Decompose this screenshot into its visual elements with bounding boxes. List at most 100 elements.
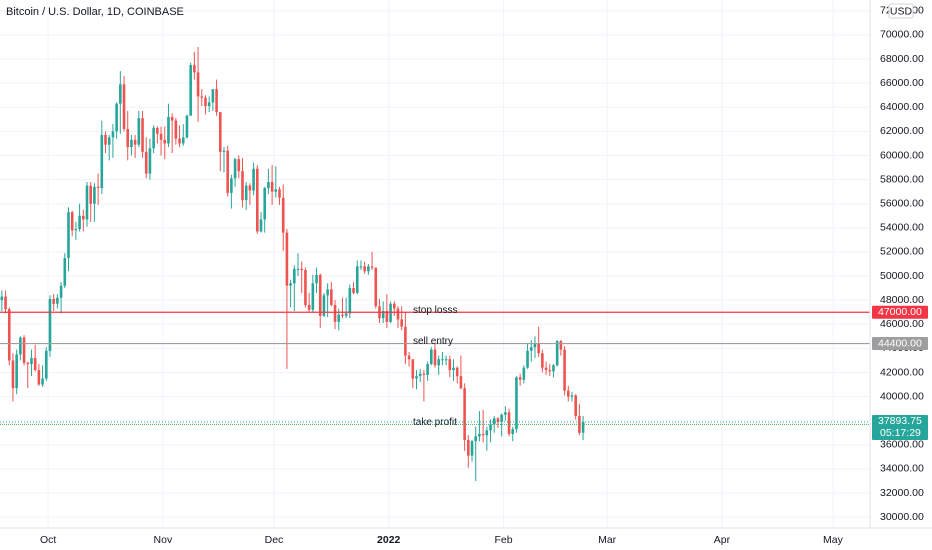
candle-body bbox=[104, 135, 107, 145]
candle-body bbox=[70, 212, 74, 231]
candle-body bbox=[330, 289, 333, 305]
candle-body bbox=[159, 133, 163, 140]
y-tick-label: 34000.00 bbox=[880, 463, 924, 475]
y-tick-label: 46000.00 bbox=[880, 318, 924, 330]
countdown: 05:17:29 bbox=[880, 427, 921, 439]
candle-body bbox=[344, 313, 348, 316]
y-tick-label: 52000.00 bbox=[880, 246, 924, 258]
candle-body bbox=[518, 377, 522, 380]
candle-body bbox=[526, 350, 529, 368]
y-tick-label: 62000.00 bbox=[880, 125, 924, 137]
candle-body bbox=[289, 283, 292, 286]
last-price-label: 37893.75 bbox=[878, 415, 922, 427]
candle-body bbox=[222, 150, 226, 152]
candle-body bbox=[33, 358, 37, 371]
y-tick-label: 60000.00 bbox=[880, 149, 924, 161]
candle-body bbox=[307, 304, 311, 310]
candle-body bbox=[374, 267, 378, 307]
candle-body bbox=[59, 285, 63, 298]
candle-body bbox=[207, 102, 211, 107]
candle-body bbox=[429, 349, 433, 365]
candle-body bbox=[15, 354, 18, 389]
chart-title: Bitcoin / U.S. Dollar, 1D, COINBASE bbox=[6, 6, 184, 18]
candle-body bbox=[315, 274, 318, 284]
candle-body bbox=[326, 289, 329, 296]
candle-body bbox=[489, 424, 492, 431]
candle-body bbox=[230, 178, 233, 193]
candle-body bbox=[267, 182, 270, 189]
candle-body bbox=[156, 127, 159, 134]
candle-body bbox=[93, 186, 96, 204]
candle-body bbox=[44, 350, 48, 379]
candle-body bbox=[122, 84, 126, 129]
candle-body bbox=[30, 358, 33, 365]
y-tick-label: 64000.00 bbox=[880, 101, 924, 113]
x-tick-label: Nov bbox=[154, 534, 173, 546]
candle-body bbox=[248, 185, 252, 191]
axis: 30000.0032000.0034000.0036000.0038000.00… bbox=[40, 3, 928, 546]
candle-body bbox=[130, 139, 133, 148]
x-tick-label: Apr bbox=[714, 534, 731, 546]
candle-body bbox=[178, 138, 181, 144]
currency-label: USD bbox=[890, 5, 913, 17]
candle-body bbox=[578, 415, 581, 433]
candle-body bbox=[441, 359, 444, 361]
candle-body bbox=[170, 116, 174, 121]
price-badge bbox=[872, 337, 928, 351]
grid bbox=[0, 0, 870, 528]
candle-body bbox=[278, 189, 281, 198]
candle-body bbox=[270, 182, 274, 192]
candle-body bbox=[437, 359, 441, 366]
candle-body bbox=[411, 359, 415, 379]
candle-body bbox=[570, 395, 574, 397]
candle-body bbox=[0, 296, 4, 301]
y-tick-label: 66000.00 bbox=[880, 77, 924, 89]
level-label: sell entry bbox=[413, 336, 453, 347]
candle-body bbox=[537, 343, 540, 354]
candle-body bbox=[422, 373, 426, 375]
candle-body bbox=[304, 270, 307, 305]
candle-body bbox=[285, 232, 289, 286]
candle-body bbox=[541, 353, 544, 368]
candle-body bbox=[511, 429, 515, 434]
candle-body bbox=[126, 128, 130, 148]
candle-body bbox=[481, 433, 485, 436]
y-tick-label: 56000.00 bbox=[880, 198, 924, 210]
x-tick-label: Dec bbox=[265, 534, 284, 546]
candle-body bbox=[333, 304, 337, 322]
candle-body bbox=[352, 288, 355, 293]
candle-body bbox=[359, 266, 363, 268]
candle-body bbox=[56, 297, 59, 304]
candle-body bbox=[4, 296, 7, 310]
candle-body bbox=[296, 268, 300, 270]
candle-body bbox=[459, 376, 463, 389]
candle-body bbox=[559, 341, 563, 350]
candle-body bbox=[255, 168, 259, 232]
candle-body bbox=[259, 219, 263, 232]
candle-body bbox=[485, 430, 489, 436]
candle-body bbox=[52, 298, 55, 304]
candle-body bbox=[263, 188, 267, 220]
candle-body bbox=[555, 341, 559, 366]
candle-body bbox=[167, 116, 170, 144]
candle-body bbox=[218, 112, 222, 152]
x-tick-label: Feb bbox=[494, 534, 512, 546]
candle-body bbox=[74, 229, 78, 231]
candle-body bbox=[322, 295, 326, 316]
candle-body bbox=[496, 418, 500, 422]
candle-body bbox=[174, 120, 178, 139]
candle-body bbox=[529, 347, 533, 351]
candle-body bbox=[367, 266, 370, 272]
candle-body bbox=[563, 349, 566, 391]
y-tick-label: 70000.00 bbox=[880, 29, 924, 41]
candle-body bbox=[181, 137, 185, 144]
candle-body bbox=[318, 274, 322, 316]
y-tick-label: 48000.00 bbox=[880, 294, 924, 306]
candle-body bbox=[337, 314, 341, 322]
y-tick-label: 42000.00 bbox=[880, 366, 924, 378]
candle-body bbox=[478, 433, 481, 437]
candle-body bbox=[522, 367, 526, 380]
candle-body bbox=[504, 412, 507, 415]
